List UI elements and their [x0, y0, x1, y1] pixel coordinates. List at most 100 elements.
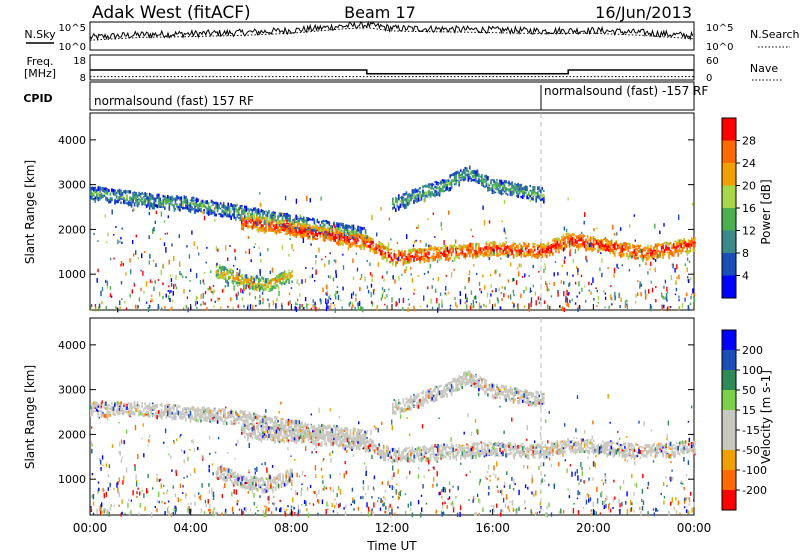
range-gate-cell [532, 251, 534, 254]
range-gate-cell [386, 246, 388, 250]
range-gate-cell [95, 410, 97, 412]
range-gate-cell [221, 204, 223, 208]
range-gate-cell [360, 278, 361, 280]
range-gate-cell [110, 405, 112, 407]
range-gate-cell [490, 181, 492, 185]
range-gate-cell [166, 294, 167, 298]
range-gate-cell [528, 192, 530, 196]
range-gate-cell [371, 301, 372, 304]
range-gate-cell [598, 302, 599, 304]
range-gate-cell [208, 409, 210, 411]
range-gate-cell [344, 226, 346, 228]
range-gate-cell [396, 301, 397, 306]
range-gate-cell [223, 415, 225, 418]
range-gate-cell [329, 227, 331, 231]
range-gate-cell [410, 267, 411, 269]
range-gate-cell [119, 412, 121, 415]
range-gate-cell [196, 414, 198, 416]
range-gate-cell [205, 201, 207, 204]
range-gate-cell [228, 271, 230, 275]
range-gate-cell [169, 413, 171, 415]
range-gate-cell [690, 303, 691, 305]
range-gate-cell [498, 186, 500, 188]
range-gate-cell [359, 236, 361, 239]
range-gate-cell [641, 249, 643, 253]
range-gate-cell [378, 245, 380, 248]
range-gate-cell [520, 184, 522, 187]
range-gate-cell [279, 273, 281, 277]
range-gate-cell [531, 197, 533, 199]
range-gate-cell [263, 277, 265, 279]
colorbar-tick-label: 28 [742, 135, 756, 148]
range-gate-cell [593, 236, 595, 238]
range-gate-cell [309, 218, 311, 220]
range-gate-cell [539, 186, 541, 188]
range-gate-cell [489, 257, 490, 260]
range-gate-cell [437, 259, 438, 263]
range-gate-cell [269, 282, 271, 284]
range-gate-cell [652, 250, 654, 254]
range-gate-cell [421, 252, 423, 254]
range-gate-cell [247, 306, 248, 310]
range-gate-cell [632, 244, 634, 249]
range-gate-cell [285, 233, 287, 235]
range-gate-cell [255, 296, 256, 299]
range-gate-cell [107, 191, 109, 195]
colorbar-segment [722, 253, 736, 276]
range-gate-cell [528, 255, 530, 257]
range-gate-cell [528, 303, 529, 308]
range-gate-cell [418, 249, 420, 252]
range-gate-cell [407, 202, 409, 206]
range-gate-cell [619, 254, 621, 256]
range-gate-cell [483, 248, 485, 251]
range-gate-cell [178, 405, 180, 408]
range-gate-cell [334, 224, 335, 228]
range-gate-cell [401, 196, 403, 200]
range-gate-cell [605, 293, 606, 295]
range-gate-cell [211, 414, 213, 416]
range-gate-cell [350, 243, 352, 245]
range-gate-cell [196, 203, 198, 207]
range-gate-cell [171, 243, 172, 246]
range-gate-cell [449, 187, 451, 191]
range-gate-cell [591, 237, 593, 240]
range-gate-cell [546, 255, 548, 259]
range-gate-cell [628, 250, 630, 252]
freq-series [90, 70, 694, 77]
range-gate-cell [320, 226, 322, 228]
range-gate-cell [530, 288, 531, 293]
range-gate-cell [114, 192, 116, 196]
range-gate-cell [392, 201, 394, 205]
range-gate-cell [645, 290, 646, 295]
noise-left-tick-bottom: 10^0 [59, 42, 86, 53]
range-gate-cell [288, 272, 290, 275]
range-gate-cell [554, 272, 555, 276]
range-gate-cell [622, 253, 624, 257]
range-gate-cell [132, 210, 133, 212]
range-gate-cell [603, 290, 604, 293]
range-gate-cell [443, 184, 445, 186]
range-gate-cell [377, 244, 379, 248]
range-gate-cell [337, 286, 338, 288]
range-gate-cell [480, 180, 482, 182]
range-gate-cell [634, 250, 636, 253]
range-gate-cell [244, 206, 246, 208]
range-gate-cell [217, 249, 218, 252]
range-gate-cell [191, 198, 193, 200]
range-gate-cell [676, 242, 678, 246]
range-gate-cell [430, 257, 432, 259]
range-gate-cell [332, 228, 334, 230]
range-gate-cell [298, 283, 299, 286]
colorbar-segment [722, 208, 736, 231]
range-gate-cell [250, 213, 252, 217]
range-gate-cell [685, 245, 687, 247]
range-gate-cell [499, 180, 501, 182]
range-gate-cell [218, 213, 220, 215]
range-gate-cell [559, 305, 560, 308]
range-gate-cell [440, 247, 442, 250]
range-gate-cell [680, 250, 682, 253]
range-gate-cell [326, 307, 327, 312]
range-gate-cell [418, 189, 420, 193]
range-gate-cell [407, 254, 409, 258]
range-gate-cell [187, 200, 189, 204]
